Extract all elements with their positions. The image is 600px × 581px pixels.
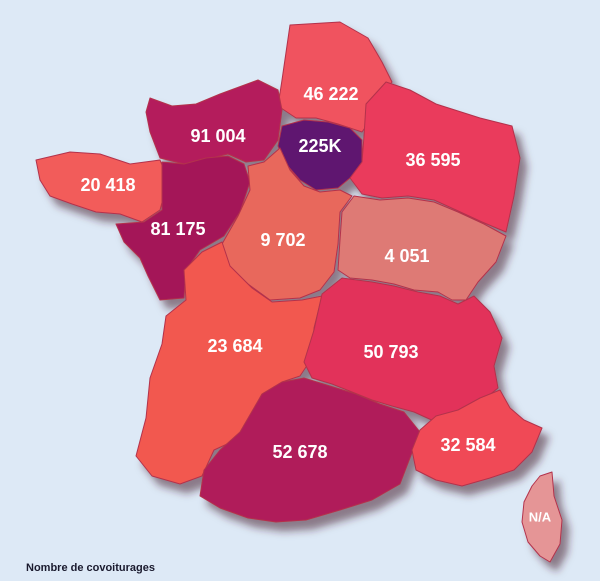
region-normandie[interactable] [145,79,283,165]
region-provence-alpes-cote-d-azur[interactable] [411,389,543,487]
region-grand-est[interactable] [349,81,521,233]
region-bourgogne-franche-comte[interactable] [337,195,507,301]
region-corse[interactable] [521,471,563,563]
label-provence-alpes-cote-d-azur: 32 584 [440,435,495,455]
label-bretagne: 20 418 [80,175,135,195]
label-pays-de-la-loire: 81 175 [150,219,205,239]
region-bretagne[interactable] [35,151,169,223]
label-centre-val-de-loire: 9 702 [260,230,305,250]
label-ile-de-france: 225K [298,136,341,156]
label-normandie: 91 004 [190,126,245,146]
label-hauts-de-france: 46 222 [303,84,358,104]
label-nouvelle-aquitaine: 23 684 [207,336,262,356]
region-occitanie[interactable] [199,377,421,523]
label-grand-est: 36 595 [405,150,460,170]
label-auvergne-rhone-alpes: 50 793 [363,342,418,362]
label-occitanie: 52 678 [272,442,327,462]
region-labels: 46 222 91 004 225K 36 595 20 418 81 175 … [80,84,551,525]
label-bourgogne-franche-comte: 4 051 [384,246,429,266]
legend-title: Nombre de covoiturages [26,562,155,574]
label-corse: N/A [529,509,552,524]
